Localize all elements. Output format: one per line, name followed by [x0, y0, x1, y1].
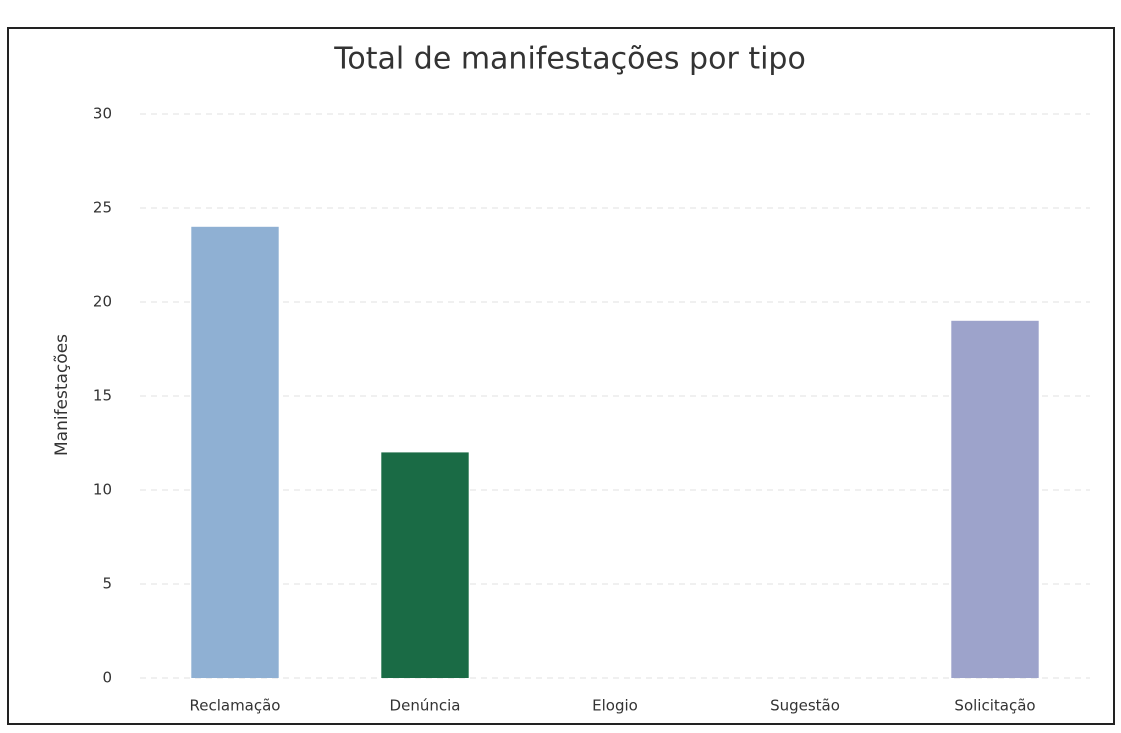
y-tick-label: 0 — [102, 669, 112, 687]
y-tick-label: 15 — [93, 387, 112, 405]
x-tick-label: Denúncia — [390, 697, 461, 715]
bar — [381, 452, 469, 678]
y-tick-label: 25 — [93, 199, 112, 217]
y-axis-label: Manifestações — [52, 334, 72, 456]
bar — [191, 226, 279, 679]
x-tick-label: Solicitação — [954, 697, 1035, 715]
x-tick-label: Elogio — [592, 697, 638, 715]
x-tick-label: Reclamação — [189, 697, 280, 715]
chart-title: Total de manifestações por tipo — [333, 42, 806, 77]
bar — [951, 320, 1039, 678]
x-tick-label: Sugestão — [770, 697, 840, 715]
y-tick-label: 30 — [93, 105, 112, 123]
y-tick-label: 10 — [93, 481, 112, 499]
frame — [7, 27, 1115, 725]
y-tick-label: 5 — [102, 575, 112, 593]
y-tick-label: 20 — [93, 293, 112, 311]
